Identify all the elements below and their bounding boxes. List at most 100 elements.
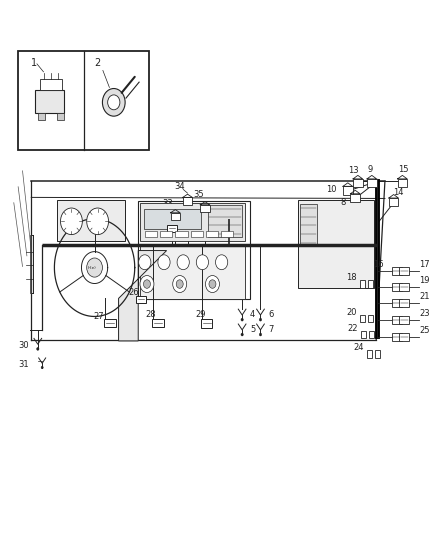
- Bar: [208, 205, 242, 237]
- Text: 24: 24: [353, 343, 364, 352]
- Bar: [343, 187, 353, 195]
- Bar: [392, 298, 402, 306]
- Circle shape: [176, 280, 183, 288]
- Bar: [57, 199, 125, 241]
- Text: 34: 34: [174, 182, 185, 191]
- Bar: [40, 79, 62, 90]
- Circle shape: [259, 333, 261, 336]
- Bar: [399, 298, 409, 306]
- Text: 16: 16: [374, 260, 384, 269]
- Bar: [368, 280, 373, 288]
- Circle shape: [37, 348, 39, 350]
- Text: 26: 26: [128, 287, 139, 296]
- Text: 3: 3: [233, 224, 239, 233]
- Text: 21: 21: [419, 292, 430, 301]
- Circle shape: [140, 276, 154, 293]
- Text: 25: 25: [419, 326, 430, 335]
- Bar: [360, 280, 365, 288]
- Bar: [360, 315, 365, 322]
- Text: 14: 14: [393, 188, 403, 197]
- Text: 15: 15: [398, 165, 409, 174]
- Bar: [200, 205, 210, 212]
- Bar: [138, 201, 250, 300]
- Text: H(e): H(e): [88, 265, 97, 270]
- Bar: [369, 331, 374, 338]
- Text: 27: 27: [94, 312, 104, 321]
- Bar: [137, 296, 146, 303]
- Bar: [367, 351, 372, 358]
- Text: 1: 1: [31, 58, 37, 68]
- Bar: [206, 231, 218, 237]
- Bar: [141, 203, 245, 241]
- Circle shape: [173, 276, 187, 293]
- Polygon shape: [119, 251, 166, 341]
- Bar: [392, 333, 402, 341]
- Bar: [360, 331, 366, 338]
- Text: 19: 19: [419, 276, 430, 285]
- Bar: [145, 231, 157, 237]
- Circle shape: [60, 208, 82, 235]
- Circle shape: [241, 333, 243, 336]
- Bar: [389, 198, 399, 206]
- Bar: [392, 282, 402, 290]
- Circle shape: [139, 255, 151, 270]
- Text: 31: 31: [18, 360, 29, 369]
- Text: 20: 20: [346, 308, 357, 317]
- Bar: [57, 114, 64, 120]
- Bar: [144, 209, 201, 229]
- Circle shape: [87, 258, 102, 277]
- Text: 22: 22: [347, 324, 357, 333]
- Bar: [30, 235, 31, 293]
- Bar: [353, 179, 363, 187]
- Text: 29: 29: [195, 310, 206, 319]
- Circle shape: [158, 255, 170, 270]
- Text: 35: 35: [194, 190, 204, 199]
- Bar: [367, 179, 377, 187]
- Text: 30: 30: [18, 341, 29, 350]
- Text: 13: 13: [348, 166, 359, 175]
- Text: 5: 5: [250, 325, 255, 334]
- Circle shape: [144, 280, 150, 288]
- Text: 8: 8: [340, 198, 346, 207]
- Text: 4: 4: [250, 310, 255, 319]
- Text: 7: 7: [268, 325, 274, 334]
- Bar: [170, 213, 180, 220]
- Circle shape: [41, 366, 43, 369]
- Text: 2: 2: [94, 58, 100, 68]
- Bar: [104, 319, 116, 327]
- Circle shape: [102, 88, 125, 116]
- Bar: [160, 231, 172, 237]
- Text: 9: 9: [367, 165, 372, 174]
- Text: 18: 18: [346, 273, 357, 282]
- Text: 23: 23: [419, 309, 430, 318]
- Circle shape: [215, 255, 228, 270]
- Bar: [167, 224, 177, 232]
- Bar: [35, 90, 64, 114]
- Bar: [392, 266, 402, 274]
- Bar: [221, 231, 233, 237]
- Bar: [399, 316, 409, 324]
- Circle shape: [87, 208, 109, 235]
- Bar: [191, 231, 203, 237]
- Text: 33: 33: [162, 199, 173, 208]
- Bar: [350, 194, 360, 202]
- Circle shape: [259, 318, 261, 321]
- Bar: [141, 244, 245, 300]
- Bar: [38, 114, 45, 120]
- Circle shape: [177, 255, 189, 270]
- Circle shape: [209, 280, 216, 288]
- Bar: [375, 351, 380, 358]
- Bar: [399, 333, 409, 341]
- Bar: [152, 319, 163, 327]
- Text: 28: 28: [145, 310, 156, 319]
- Bar: [175, 231, 187, 237]
- Bar: [201, 319, 212, 328]
- Circle shape: [196, 255, 208, 270]
- Text: 32: 32: [152, 222, 162, 231]
- Circle shape: [241, 318, 243, 321]
- Circle shape: [108, 95, 120, 110]
- Text: 6: 6: [268, 310, 274, 319]
- Bar: [18, 51, 149, 150]
- Bar: [300, 204, 317, 246]
- Circle shape: [205, 276, 219, 293]
